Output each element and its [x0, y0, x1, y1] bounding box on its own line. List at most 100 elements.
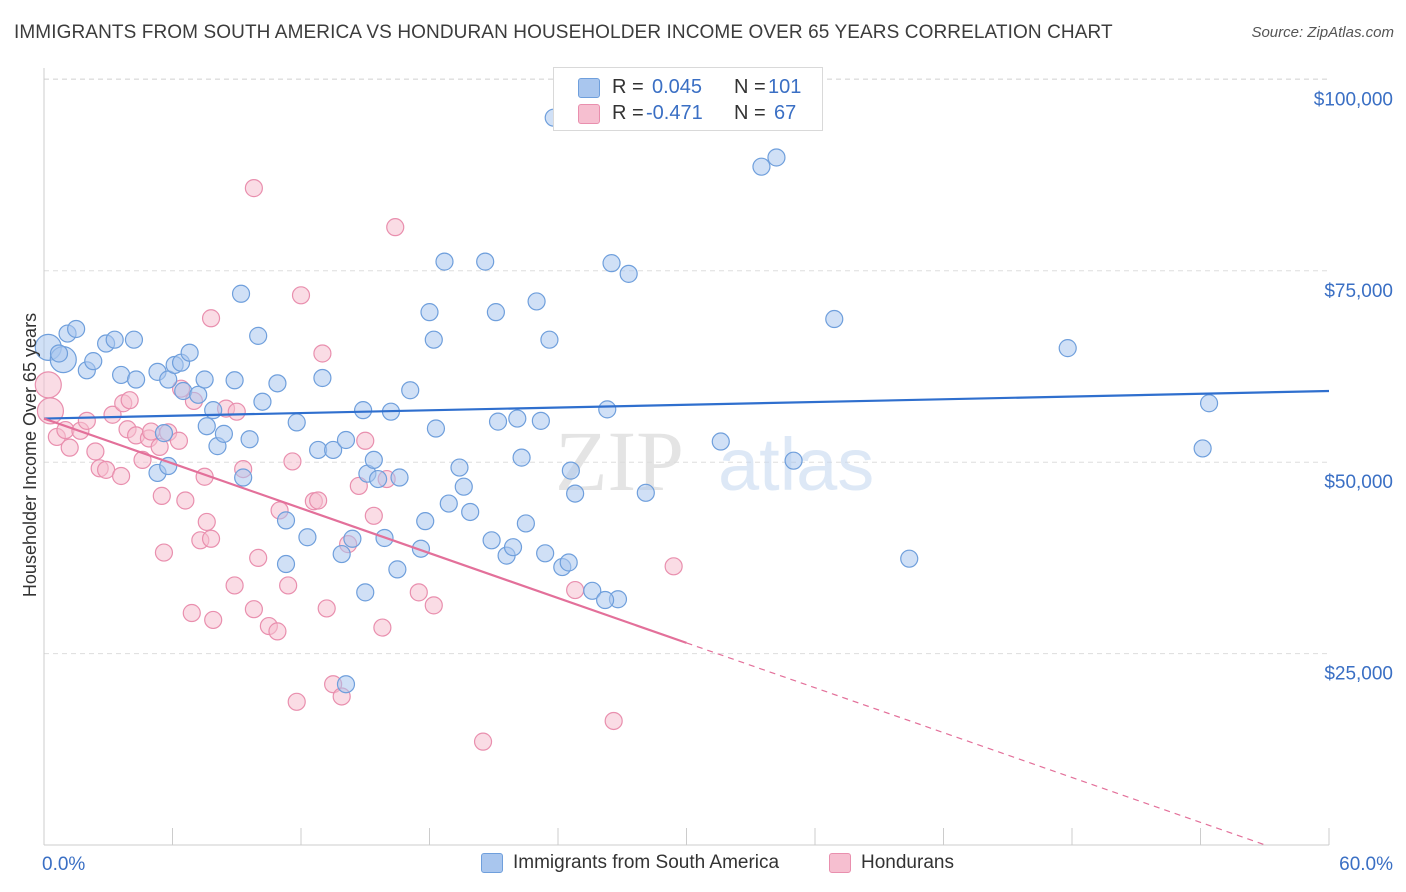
data-point-south-america [596, 590, 615, 610]
y-tick-label: $50,000 [1324, 472, 1393, 493]
data-point-south-america [435, 252, 454, 271]
legend-swatch-blue [578, 78, 600, 98]
legend-r-value: -0.471 [646, 102, 703, 124]
data-point-south-america [336, 430, 356, 450]
legend-swatch-pink [578, 104, 600, 124]
bottom-legend-swatch-blue [481, 853, 503, 873]
data-point-south-america [49, 344, 69, 363]
data-point-south-america [369, 469, 388, 489]
data-point-south-america [249, 326, 268, 345]
data-point-south-america [488, 412, 508, 431]
data-point-south-america [1193, 439, 1212, 458]
data-point-south-america [214, 424, 233, 443]
data-point-south-america [313, 368, 332, 388]
data-point-south-america [225, 371, 244, 390]
data-point-south-america [390, 468, 409, 487]
data-point-south-america [486, 303, 505, 322]
data-point-south-america [332, 544, 351, 564]
data-point-south-america [268, 374, 287, 393]
data-point-hondurans [249, 548, 268, 568]
legend-r-label: R = [612, 76, 644, 98]
data-point-hondurans [244, 179, 263, 198]
data-point-south-america [439, 494, 458, 513]
data-point-hondurans [364, 506, 383, 525]
data-point-south-america [784, 451, 803, 470]
data-point-south-america [354, 401, 373, 420]
data-point-hondurans [120, 391, 139, 410]
data-point-hondurans [182, 603, 201, 623]
data-point-south-america [234, 468, 253, 487]
data-point-south-america [154, 424, 174, 443]
data-point-south-america [424, 330, 443, 349]
y-axis-title: Householder Income Over 65 years [20, 313, 40, 597]
data-point-hondurans [204, 610, 223, 630]
bottom-legend-label: Immigrants from South America [513, 852, 780, 873]
data-point-south-america [343, 529, 362, 548]
data-point-hondurans [356, 431, 375, 450]
data-point-south-america [536, 544, 555, 563]
data-point-south-america [1058, 339, 1077, 358]
data-point-hondurans [225, 576, 244, 595]
x-tick-label-max: 60.0% [1339, 854, 1393, 875]
trend-line-hondurans-extension [686, 642, 1266, 846]
legend-r-value: 0.045 [652, 76, 703, 98]
source-label: Source: ZipAtlas.com [1251, 24, 1394, 41]
data-point-south-america [561, 461, 580, 480]
data-point-south-america [420, 303, 439, 322]
data-point-south-america [105, 330, 124, 349]
data-point-south-america [454, 477, 473, 496]
data-point-south-america [197, 417, 216, 436]
data-point-south-america [482, 531, 501, 550]
data-point-south-america [540, 330, 559, 349]
data-point-south-america [767, 148, 786, 167]
data-point-hondurans [201, 529, 221, 548]
data-point-south-america [825, 309, 844, 329]
data-point-south-america [531, 411, 550, 430]
data-point-hondurans [283, 452, 302, 471]
data-point-south-america [174, 381, 193, 401]
data-point-south-america [527, 292, 546, 311]
data-point-south-america [476, 252, 495, 271]
legend-n-value: 67 [774, 102, 797, 124]
data-point-hondurans [227, 402, 246, 421]
data-point-hondurans [86, 442, 105, 461]
data-point-hondurans [152, 486, 171, 505]
data-point-south-america [287, 413, 306, 432]
data-point-hondurans [176, 491, 195, 510]
data-point-south-america [619, 264, 638, 283]
data-point-hondurans [279, 576, 298, 595]
data-point-hondurans [201, 309, 221, 328]
data-point-hondurans [197, 512, 216, 532]
data-point-south-america [508, 409, 527, 428]
data-point-hondurans [77, 411, 96, 430]
x-tick-label-min: 0.0% [42, 854, 85, 875]
y-tick-label: $75,000 [1324, 281, 1393, 302]
data-point-south-america [124, 330, 144, 349]
data-point-hondurans [604, 711, 623, 731]
data-point-hondurans [291, 286, 311, 305]
data-point-hondurans [111, 466, 131, 486]
data-point-south-america [411, 539, 431, 558]
data-point-south-america [461, 502, 480, 522]
data-point-south-america [111, 365, 131, 385]
data-point-south-america [503, 538, 523, 557]
data-point-hondurans [424, 596, 443, 615]
data-point-south-america [180, 343, 199, 362]
stats-legend: R = 0.045 N = 101 R = -0.471 N = 67 [553, 67, 823, 131]
data-point-hondurans [133, 450, 152, 470]
data-point-hondurans [664, 557, 683, 576]
data-point-south-america [516, 514, 535, 533]
data-point-south-america [240, 430, 259, 449]
data-point-hondurans [409, 583, 428, 602]
y-tick-label: $100,000 [1314, 89, 1393, 110]
legend-n-label: N = [734, 76, 766, 98]
data-point-south-america [711, 432, 730, 451]
data-point-south-america [566, 484, 585, 503]
trend-line-south-america [43, 389, 1330, 420]
data-point-hondurans [313, 344, 332, 363]
data-point-hondurans [244, 600, 263, 619]
data-point-south-america [401, 381, 420, 400]
data-point-south-america [636, 483, 655, 502]
data-point-south-america [1199, 394, 1219, 413]
